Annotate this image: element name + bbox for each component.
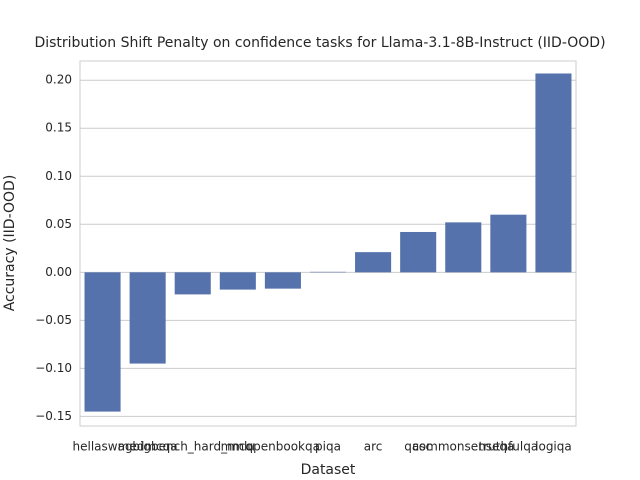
y-tick-label: 0.05: [45, 217, 72, 231]
x-tick-label: commonsenseqa: [412, 440, 514, 454]
bar: [445, 222, 482, 273]
x-tick-label: piqa: [315, 440, 341, 454]
chart-title: Distribution Shift Penalty on confidence…: [34, 35, 605, 51]
y-tick-label: 0.20: [45, 73, 72, 87]
x-tick-label: bigbench_hard_mcq: [132, 440, 253, 454]
x-tick-label: hellaswag: [73, 440, 133, 454]
plot-frame: [79, 60, 577, 427]
x-tick-label: arc: [364, 440, 383, 454]
y-tick-label: −0.10: [35, 361, 72, 375]
bar: [264, 272, 301, 289]
x-tick-label: truthfulqa: [479, 440, 539, 454]
y-tick-label: −0.15: [35, 409, 72, 423]
y-tick-label: 0.00: [45, 265, 72, 279]
x-tick-label: logiqa: [535, 440, 572, 454]
bar: [400, 231, 437, 273]
x-tick-label: medmcqa: [118, 440, 178, 454]
x-tick-label: qasc: [404, 440, 432, 454]
x-axis-label: Dataset: [301, 462, 356, 478]
bar: [174, 272, 211, 295]
bar: [219, 272, 256, 290]
x-tick-label: openbookqa: [246, 440, 320, 454]
bar: [355, 252, 392, 273]
bar: [490, 214, 527, 273]
bar: [84, 272, 121, 412]
x-tick-label: mmlu: [221, 440, 255, 454]
y-axis-label: Accuracy (IID-OOD): [2, 175, 18, 312]
y-tick-label: 0.15: [45, 121, 72, 135]
y-tick-label: 0.10: [45, 169, 72, 183]
bar: [129, 272, 166, 364]
bar: [535, 73, 572, 273]
y-tick-label: −0.05: [35, 313, 72, 327]
